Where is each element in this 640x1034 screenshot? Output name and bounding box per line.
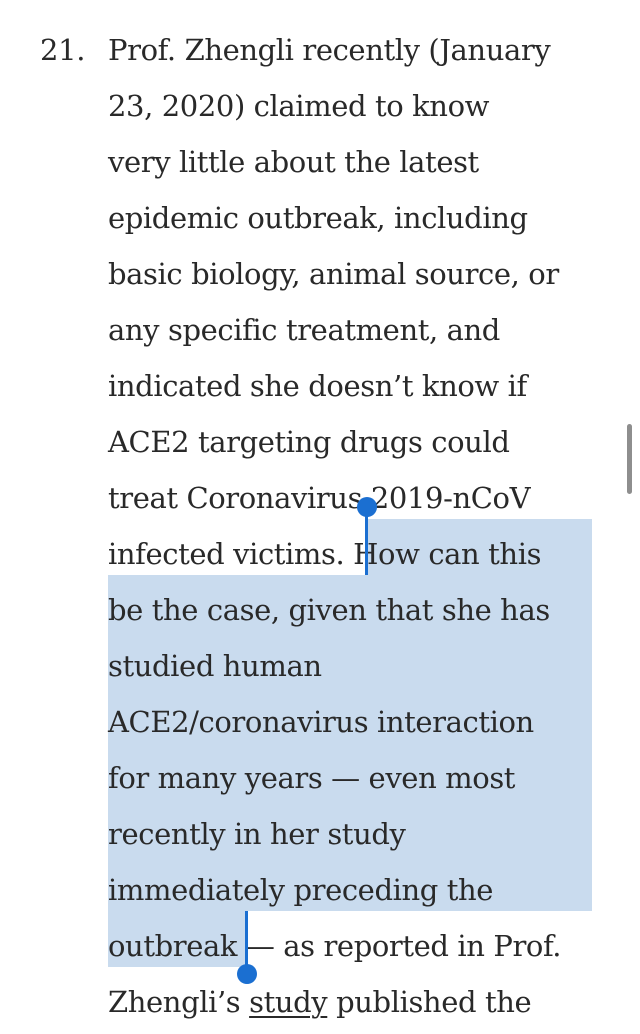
selected-text: outbreak	[108, 929, 238, 963]
paragraph-line: any specific treatment, and	[108, 313, 500, 347]
line-text: published the	[327, 985, 532, 1019]
unselected-text: — as reported in Prof.	[237, 929, 562, 963]
paragraph-line: basic biology, animal source, or	[108, 257, 559, 291]
paragraph-line: ACE2 targeting drugs could	[108, 425, 510, 459]
selected-line: for many years — even most	[108, 761, 516, 795]
selected-line: immediately preceding the	[108, 873, 494, 907]
paragraph-line: treat Coronavirus 2019-nCoV	[108, 481, 531, 515]
paragraph-line: 23, 2020) claimed to know	[108, 89, 490, 123]
study-link[interactable]: study	[249, 985, 328, 1019]
selected-line: recently in her study	[108, 817, 406, 851]
selection-start-handle-bar[interactable]	[365, 510, 368, 575]
selection-highlight-end	[108, 911, 246, 967]
selection-end-handle-bar[interactable]	[245, 911, 248, 973]
paragraph-line: epidemic outbreak, including	[108, 201, 528, 235]
selected-line: ACE2/coronavirus interaction	[108, 705, 534, 739]
line-text: Zhengli’s	[108, 985, 250, 1019]
article-paragraph[interactable]: Prof. Zhengli recently (January 23, 2020…	[108, 22, 608, 1030]
selected-line: studied human	[108, 649, 322, 683]
selection-end-handle[interactable]	[237, 964, 257, 984]
selection-start-handle[interactable]	[357, 497, 377, 517]
unselected-text: infected victims.	[108, 537, 354, 571]
list-number: 21.	[40, 33, 86, 67]
selection-highlight-body	[108, 575, 592, 911]
paragraph-line: Zhengli’s study published the	[108, 974, 608, 1030]
selected-line: be the case, given that she has	[108, 593, 550, 627]
scrollbar-thumb[interactable]	[627, 424, 632, 494]
selected-text: How can this	[353, 537, 542, 571]
paragraph-line-selection-start: infected victims. How can this	[108, 526, 608, 582]
paragraph-line: very little about the latest	[108, 145, 479, 179]
paragraph-line-selection-end: outbreak — as reported in Prof.	[108, 918, 608, 974]
paragraph-line: Prof. Zhengli recently (January	[108, 33, 551, 67]
paragraph-line: indicated she doesn’t know if	[108, 369, 527, 403]
selection-highlight-start	[366, 519, 592, 575]
